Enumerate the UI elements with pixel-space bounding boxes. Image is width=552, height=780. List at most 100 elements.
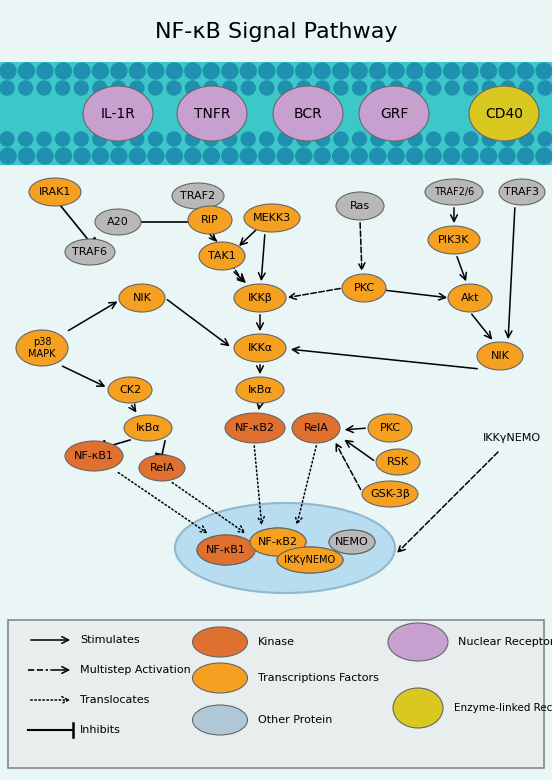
Circle shape	[92, 63, 108, 79]
Circle shape	[277, 63, 293, 79]
Ellipse shape	[477, 342, 523, 370]
Circle shape	[74, 132, 88, 146]
FancyBboxPatch shape	[8, 620, 544, 768]
Text: Enzyme-linked Receptor: Enzyme-linked Receptor	[454, 703, 552, 713]
Text: PIK3K: PIK3K	[438, 235, 470, 245]
Circle shape	[499, 63, 515, 79]
Text: IRAK1: IRAK1	[39, 187, 71, 197]
Circle shape	[18, 148, 34, 164]
Circle shape	[464, 81, 478, 95]
Circle shape	[241, 81, 255, 95]
Circle shape	[37, 81, 51, 95]
Circle shape	[112, 132, 125, 146]
Circle shape	[427, 81, 440, 95]
Circle shape	[351, 148, 367, 164]
Circle shape	[240, 63, 256, 79]
Text: NF-κB2: NF-κB2	[235, 423, 275, 433]
Ellipse shape	[329, 530, 375, 554]
Circle shape	[55, 63, 71, 79]
Text: RIP: RIP	[201, 215, 219, 225]
Circle shape	[536, 148, 552, 164]
Text: p38
MAPK: p38 MAPK	[28, 337, 56, 359]
Text: NIK: NIK	[132, 293, 151, 303]
Circle shape	[519, 81, 533, 95]
Circle shape	[482, 132, 496, 146]
Text: NF-κB1: NF-κB1	[206, 545, 246, 555]
Circle shape	[371, 132, 385, 146]
Circle shape	[388, 148, 404, 164]
Text: PKC: PKC	[353, 283, 375, 293]
Ellipse shape	[292, 413, 340, 443]
Text: CD40: CD40	[485, 107, 523, 120]
Circle shape	[315, 81, 330, 95]
Circle shape	[297, 81, 311, 95]
Circle shape	[427, 132, 440, 146]
Text: Nuclear Receptor: Nuclear Receptor	[458, 637, 552, 647]
Text: RelA: RelA	[150, 463, 174, 473]
Text: TAK1: TAK1	[208, 251, 236, 261]
Circle shape	[370, 63, 386, 79]
Ellipse shape	[199, 242, 245, 270]
Circle shape	[222, 63, 238, 79]
Circle shape	[464, 132, 478, 146]
Text: NEMO: NEMO	[335, 537, 369, 547]
Text: NEMO: NEMO	[335, 537, 369, 547]
Ellipse shape	[108, 377, 152, 403]
Circle shape	[519, 132, 533, 146]
Text: TNFR: TNFR	[194, 107, 230, 120]
Text: IKKγNEMO: IKKγNEMO	[483, 433, 541, 443]
Ellipse shape	[16, 330, 68, 366]
Text: Translocates: Translocates	[80, 695, 150, 705]
Circle shape	[538, 132, 552, 146]
Circle shape	[240, 148, 256, 164]
Circle shape	[481, 63, 497, 79]
Circle shape	[74, 81, 88, 95]
Text: TRAF2/6: TRAF2/6	[434, 187, 474, 197]
Text: NF-κB2: NF-κB2	[258, 537, 298, 547]
Circle shape	[130, 81, 144, 95]
Text: MEKK3: MEKK3	[253, 213, 291, 223]
Circle shape	[166, 63, 182, 79]
Text: RelA: RelA	[304, 423, 328, 433]
Circle shape	[241, 132, 255, 146]
Circle shape	[499, 148, 515, 164]
Text: NF-κB2: NF-κB2	[258, 537, 298, 547]
Text: Other Protein: Other Protein	[258, 715, 332, 725]
Circle shape	[148, 148, 164, 164]
Ellipse shape	[250, 528, 306, 556]
Circle shape	[462, 63, 478, 79]
Ellipse shape	[139, 455, 185, 481]
Ellipse shape	[273, 86, 343, 141]
Ellipse shape	[329, 530, 375, 554]
Circle shape	[204, 81, 218, 95]
Ellipse shape	[124, 415, 172, 441]
Ellipse shape	[177, 86, 247, 141]
Circle shape	[56, 132, 70, 146]
Ellipse shape	[469, 86, 539, 141]
Ellipse shape	[172, 183, 224, 209]
Circle shape	[462, 148, 478, 164]
Circle shape	[277, 148, 293, 164]
Circle shape	[130, 132, 144, 146]
Text: A20: A20	[107, 217, 129, 227]
Circle shape	[74, 63, 90, 79]
Circle shape	[259, 148, 275, 164]
Text: IKKγNEMO: IKKγNEMO	[284, 555, 336, 565]
Circle shape	[351, 63, 367, 79]
Circle shape	[408, 81, 422, 95]
Circle shape	[222, 81, 237, 95]
Circle shape	[278, 81, 292, 95]
Text: IKKα: IKKα	[247, 343, 273, 353]
Circle shape	[148, 81, 162, 95]
Circle shape	[185, 132, 199, 146]
Circle shape	[56, 81, 70, 95]
Circle shape	[185, 63, 201, 79]
Ellipse shape	[175, 503, 395, 593]
Text: Inhibits: Inhibits	[80, 725, 121, 735]
Ellipse shape	[376, 449, 420, 475]
Circle shape	[74, 148, 90, 164]
Text: IL-1R: IL-1R	[100, 107, 135, 120]
Circle shape	[37, 132, 51, 146]
Circle shape	[167, 132, 181, 146]
Ellipse shape	[244, 204, 300, 232]
